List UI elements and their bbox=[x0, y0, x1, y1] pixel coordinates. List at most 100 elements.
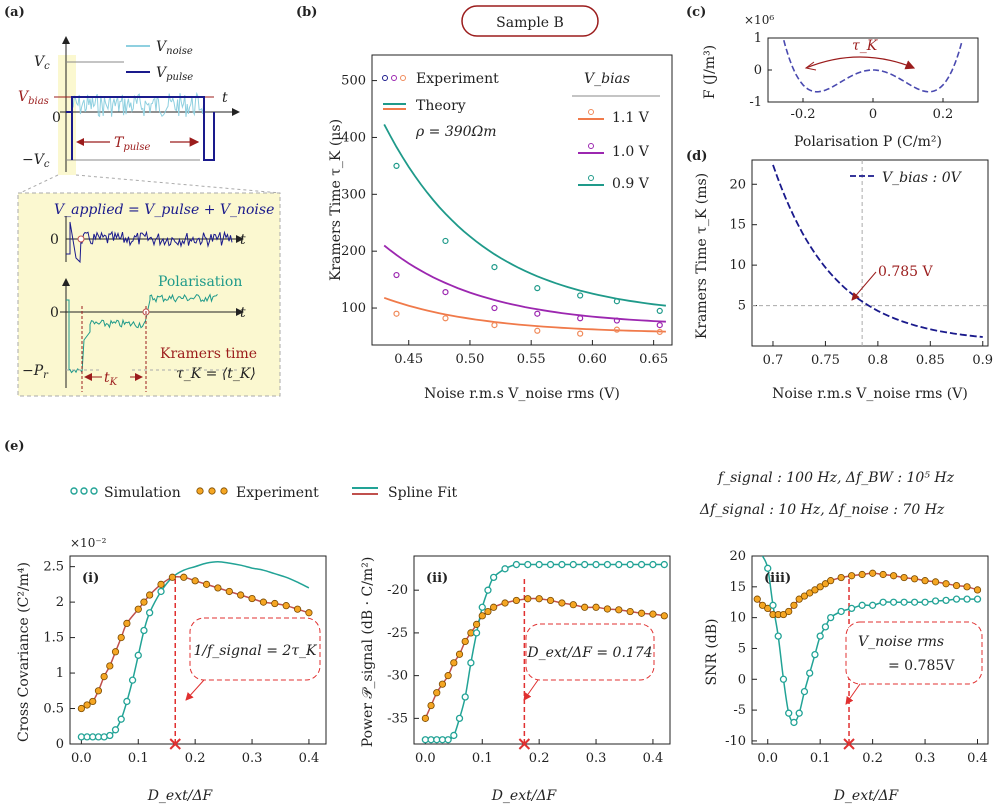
legend-noise: Vnoise bbox=[156, 39, 193, 57]
e-iii-sim-point bbox=[963, 595, 971, 603]
e-iii-exp-point bbox=[848, 572, 856, 580]
e-iii-sim-point bbox=[795, 709, 803, 717]
b-point bbox=[613, 326, 620, 333]
e-ii-exp-point bbox=[660, 612, 668, 620]
e-ii-exp-fit bbox=[424, 597, 665, 719]
tk-bg bbox=[102, 368, 130, 384]
e-i-exp-point bbox=[293, 605, 302, 613]
e-ii-ytick-label: -25 bbox=[387, 626, 408, 641]
e-iii-exp-point bbox=[758, 601, 767, 609]
e-iii-exp-point bbox=[827, 577, 835, 585]
zoom-line-right bbox=[75, 174, 281, 194]
zoom-line-left bbox=[19, 174, 59, 194]
e-ii-exp-point bbox=[478, 612, 486, 620]
e-ii-box bbox=[525, 623, 655, 681]
e-ii-exp-point bbox=[524, 595, 532, 603]
e-ii-sim-point bbox=[592, 560, 600, 569]
b-ylabel: Kramers Time τ_K (μs) bbox=[328, 119, 344, 281]
panel-c-label: (c) bbox=[686, 5, 706, 20]
e-ii-sim-point bbox=[615, 560, 623, 569]
b-xlabel: Noise r.m.s V_noise rms (V) bbox=[424, 386, 620, 402]
a-y-arrow bbox=[62, 36, 70, 44]
e-i-sim-point bbox=[106, 731, 114, 740]
tk-label: tK bbox=[104, 370, 118, 388]
panel-a: (a) t Vc −Vc Vbias 0 Tpulse Vnoise Vpuls… bbox=[4, 5, 281, 397]
inset-zero1: 0 bbox=[50, 232, 59, 248]
e-ii-sim-point bbox=[467, 659, 475, 667]
b-point bbox=[656, 328, 663, 336]
e-iii-box-arrow bbox=[845, 683, 861, 705]
e-i-exp-point bbox=[146, 591, 154, 599]
e-i-x-marker bbox=[169, 738, 181, 750]
b-point bbox=[442, 289, 449, 296]
panel-b-label: (b) bbox=[296, 5, 317, 20]
b-ytick-label: 400 bbox=[341, 130, 366, 145]
e-ii-sublabel: (ii) bbox=[426, 571, 448, 586]
c-xtick-label: -0.2 bbox=[790, 107, 815, 122]
legend-11-dot bbox=[588, 109, 594, 115]
legend-10-dot bbox=[588, 143, 594, 149]
tk-arrow-left bbox=[84, 373, 92, 381]
e-iii-exp-point bbox=[858, 570, 866, 579]
legend-exp-dot1 bbox=[382, 75, 388, 81]
d-ytick-label: 15 bbox=[729, 218, 746, 233]
e-ii-exp-point bbox=[450, 659, 458, 667]
e-params-line2: Δf_signal : 10 Hz, Δf_noise : 70 Hz bbox=[699, 502, 945, 518]
e-iii-exp-point bbox=[764, 604, 772, 612]
e-i-exp-point bbox=[202, 580, 211, 588]
b-theory-11V bbox=[383, 296, 666, 333]
b-point bbox=[534, 310, 541, 317]
d-annotation-arrow bbox=[851, 271, 877, 301]
b-point bbox=[656, 321, 663, 329]
e-ii-sim-point bbox=[558, 560, 566, 569]
e-iii-exp-point bbox=[821, 580, 830, 588]
e-ii-sim-point bbox=[626, 560, 634, 569]
panel-a-label: (a) bbox=[4, 5, 25, 20]
e-iii-sim-point bbox=[827, 613, 835, 622]
b-point bbox=[491, 321, 498, 329]
e-iii-exp-point bbox=[753, 595, 761, 603]
e-iii-exp-point bbox=[779, 610, 788, 619]
d-kramers-curve bbox=[772, 164, 983, 338]
d-annotation: 0.785 V bbox=[878, 264, 934, 280]
e-ii-sim-point bbox=[569, 560, 577, 569]
e-iii-exp-point bbox=[952, 581, 961, 590]
vbias-header: V_bias bbox=[584, 71, 630, 87]
tpulse-arrow-left bbox=[76, 138, 84, 146]
e-iii-sim-point bbox=[942, 596, 950, 605]
e-i-sim-point bbox=[157, 587, 165, 596]
e-i-chart: 0.0 0.1 0.2 0.3 0.4 0 0.5 1 1.5 2 2.5 bbox=[43, 555, 327, 766]
c-energy-curve bbox=[783, 39, 964, 93]
c-tau-arrow bbox=[805, 56, 916, 70]
e-ii-box-text: D_ext/ΔF = 0.174 bbox=[526, 645, 652, 661]
b-point bbox=[442, 315, 449, 322]
e-ii-ytick-label: -35 bbox=[387, 711, 408, 726]
e-iii-sim-point bbox=[889, 598, 898, 606]
d-xtick-label: 0.7 bbox=[763, 353, 784, 368]
d-ytick-label: 5 bbox=[738, 299, 746, 314]
e-iii-sim-point bbox=[790, 718, 798, 727]
e-i-xtick-label: 0.3 bbox=[242, 751, 263, 766]
applied-label: V_applied = V_pulse + V_noise bbox=[54, 202, 274, 218]
b-xtick-label: 0.50 bbox=[455, 352, 484, 367]
e-i-exp-point bbox=[214, 584, 222, 592]
e-ii-exp-point bbox=[512, 596, 521, 605]
c-ticks: -0.2 0 0.2 -1 0 1 bbox=[749, 31, 953, 122]
e-iii-sublabel: (iii) bbox=[764, 571, 791, 586]
d-xtick-label: 0.85 bbox=[916, 353, 945, 368]
e-iii-exp-point bbox=[879, 570, 887, 579]
applied-trace bbox=[66, 221, 233, 264]
e-iii-exp-point bbox=[800, 592, 809, 600]
e-ii-sim-point bbox=[472, 629, 481, 637]
e-i-sim-point bbox=[134, 651, 142, 659]
e-iii-exp-point bbox=[816, 583, 824, 591]
e-iii-ytick-label: 20 bbox=[729, 549, 746, 564]
panel-e: (e) Simulation Experiment Spline Fit f_s… bbox=[4, 439, 989, 804]
e-i-sim-point bbox=[111, 726, 120, 734]
legend-10: 1.0 V bbox=[612, 144, 650, 160]
e-i-box-text: 1/f_signal = 2τ_K bbox=[193, 643, 318, 659]
c-ytick-label: 0 bbox=[754, 63, 762, 78]
a-x-arrow bbox=[232, 108, 240, 116]
e-iii-sim-point bbox=[879, 598, 887, 606]
e-ii-exp-point bbox=[615, 606, 623, 614]
